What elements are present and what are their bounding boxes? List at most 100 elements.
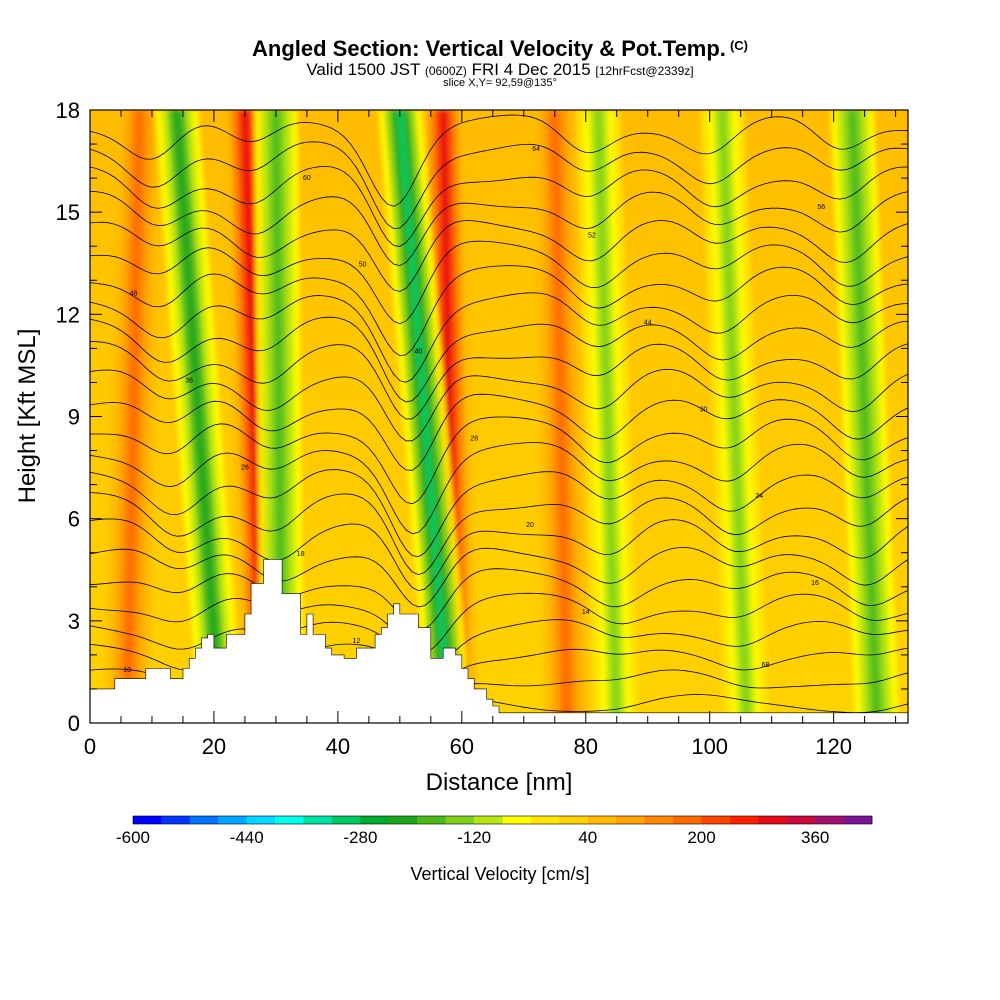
x-tick-label: 40 — [326, 734, 350, 759]
colorbar-tick-label: -280 — [343, 828, 377, 847]
colorbar-cell — [303, 816, 333, 824]
isentrope-label: 10 — [123, 667, 131, 674]
isentrope-line — [90, 619, 908, 671]
isentrope-line — [90, 141, 908, 230]
isentrope-label: 60 — [303, 175, 311, 182]
isentrope-label: 44 — [644, 320, 652, 327]
isentrope-label: 18 — [297, 551, 305, 558]
chart-subtitle: Valid 1500 JST (0600Z) FRI 4 Dec 2015 [1… — [0, 60, 1000, 80]
isentrope-label: 36 — [185, 377, 193, 384]
colorbar-cell — [502, 816, 532, 824]
downdraft-band — [594, 110, 621, 723]
colorbar-cell — [474, 816, 503, 824]
valid-date: FRI 4 Dec 2015 — [471, 60, 591, 79]
x-tick-label: 60 — [450, 734, 474, 759]
isentrope-label: 14 — [582, 609, 590, 616]
colorbar-cell — [559, 816, 589, 824]
x-axis-title: Distance [nm] — [426, 769, 573, 796]
colorbar-cell — [644, 816, 674, 824]
isentrope-label: 50 — [359, 262, 367, 269]
x-axis-ticks: 0 20 40 60 80 100 120 — [84, 110, 897, 759]
colorbar-cell — [673, 816, 702, 824]
colorbar: -600 -440 -280 -120 40 200 360 Vertical Veloci… — [116, 815, 873, 884]
isentrope-line — [90, 341, 908, 420]
isentrope-label: 20 — [526, 522, 534, 529]
downdraft-band — [271, 110, 287, 723]
colorbar-labels: -600 -440 -280 -120 40 200 360 — [116, 828, 829, 847]
isentrope-label: 40 — [415, 348, 423, 355]
x-tick-label: 0 — [84, 734, 96, 759]
colorbar-cell — [417, 816, 446, 824]
colorbar-cell — [587, 816, 617, 824]
colorbar-cell — [161, 816, 191, 824]
downdraft-band — [172, 110, 225, 723]
colorbar-cell — [331, 816, 361, 824]
isentrope-label: 30 — [700, 406, 708, 413]
colorbar-cell — [133, 816, 162, 824]
colorbar-tick-label: -440 — [230, 828, 264, 847]
isentrope-line — [90, 492, 908, 576]
colorbar-cell — [360, 816, 390, 824]
y-tick-label: 0 — [68, 711, 80, 736]
colorbar-title: Vertical Velocity [cm/s] — [410, 864, 589, 884]
isentrope-label: 12 — [353, 638, 361, 645]
chart-title: Angled Section: Vertical Velocity & Pot.… — [0, 36, 1000, 62]
colorbar-cell — [388, 816, 418, 824]
isentrope-line — [90, 592, 908, 654]
colorbar-cell — [616, 816, 645, 824]
isentrope-label: 24 — [755, 493, 763, 500]
x-tick-label: 20 — [202, 734, 226, 759]
y-tick-label: 12 — [56, 302, 80, 327]
isentrope-line — [90, 240, 908, 325]
isentrope-line — [90, 165, 908, 247]
isentrope-label: 48 — [129, 291, 137, 298]
isentrope-line — [90, 114, 908, 207]
isentrope-line — [90, 265, 908, 357]
colorbar-cells — [133, 816, 873, 824]
y-axis-ticks: 0 36 9 12 15 18 — [56, 98, 908, 736]
y-tick-label: 15 — [56, 200, 80, 225]
isentrope-line — [90, 191, 908, 267]
colorbar-cell — [843, 816, 873, 824]
colorbar-cell — [758, 816, 788, 824]
colorbar-cell — [786, 816, 816, 824]
y-tick-label: 6 — [68, 507, 80, 532]
chart-title-text: Angled Section: Vertical Velocity & Pot.… — [252, 36, 726, 61]
x-tick-label: 100 — [691, 734, 728, 759]
updraft-band — [550, 110, 572, 723]
valid-prefix: Valid 1500 JST — [306, 60, 421, 79]
isentrope-label: 26 — [241, 464, 249, 471]
chart-title-mark: (C) — [729, 38, 748, 53]
x-tick-label: 80 — [574, 734, 598, 759]
colorbar-cell — [246, 816, 276, 824]
isentrope-line — [90, 416, 908, 505]
isentrope-line — [90, 469, 908, 558]
slice-info: slice X,Y= 92,59@135° — [443, 77, 557, 89]
downdraft-band — [718, 110, 751, 723]
isentrope-label: 28 — [470, 435, 478, 442]
valid-utc: (0600Z) — [424, 64, 467, 78]
colorbar-cell — [445, 816, 475, 824]
colorbar-cell — [815, 816, 844, 824]
y-tick-label: 9 — [68, 405, 80, 430]
isentrope-line — [90, 568, 908, 631]
isentrope-line — [90, 546, 908, 608]
isentrope-line — [90, 518, 908, 592]
colorbar-cell — [189, 816, 219, 824]
downdraft-band — [395, 110, 454, 723]
colorbar-tick-label: 200 — [687, 828, 715, 847]
y-axis-title: Height [Kft MSL] — [14, 329, 41, 504]
downdraft-band — [848, 110, 882, 723]
plot-area: 1012141618202426283036404448505256606468… — [14, 98, 909, 796]
colorbar-cell — [729, 816, 759, 824]
isentrope-label: 56 — [817, 204, 825, 211]
colorbar-cell — [275, 816, 304, 824]
colorbar-tick-label: -120 — [457, 828, 491, 847]
isentrope-label: 16 — [811, 580, 819, 587]
isentrope-label: 52 — [588, 233, 596, 240]
isentrope-line — [90, 292, 908, 383]
colorbar-cell — [530, 816, 560, 824]
isentrope-line — [90, 368, 908, 442]
colorbar-cell — [218, 816, 247, 824]
